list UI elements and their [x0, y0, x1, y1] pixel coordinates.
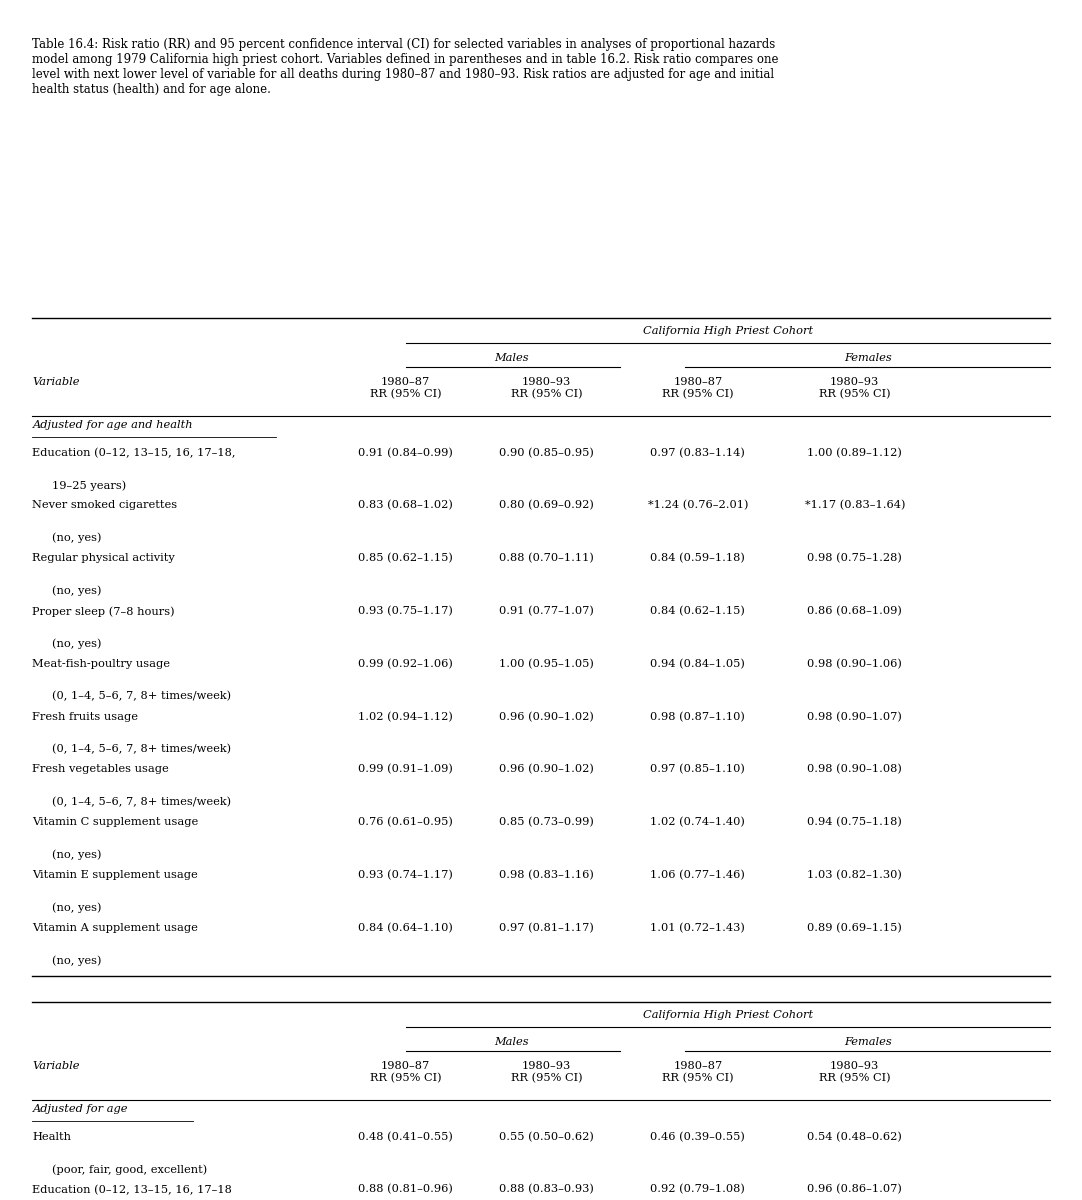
- Text: California High Priest Cohort: California High Priest Cohort: [643, 1010, 813, 1020]
- Text: Adjusted for age and health: Adjusted for age and health: [32, 420, 193, 430]
- Text: 1.02 (0.74–1.40): 1.02 (0.74–1.40): [650, 817, 745, 828]
- Text: 1.02 (0.94–1.12): 1.02 (0.94–1.12): [358, 712, 453, 722]
- Text: 0.98 (0.83–1.16): 0.98 (0.83–1.16): [499, 870, 594, 881]
- Text: 0.92 (0.79–1.08): 0.92 (0.79–1.08): [650, 1184, 745, 1195]
- Text: Health: Health: [32, 1132, 71, 1141]
- Text: Variable: Variable: [32, 377, 80, 386]
- Text: 1.06 (0.77–1.46): 1.06 (0.77–1.46): [650, 870, 745, 881]
- Text: 0.96 (0.86–1.07): 0.96 (0.86–1.07): [807, 1184, 902, 1195]
- Text: Fresh fruits usage: Fresh fruits usage: [32, 712, 138, 721]
- Text: (no, yes): (no, yes): [52, 850, 102, 860]
- Text: Education (0–12, 13–15, 16, 17–18: Education (0–12, 13–15, 16, 17–18: [32, 1184, 233, 1195]
- Text: Proper sleep (7–8 hours): Proper sleep (7–8 hours): [32, 606, 175, 617]
- Text: 0.88 (0.70–1.11): 0.88 (0.70–1.11): [499, 553, 594, 564]
- Text: 0.86 (0.68–1.09): 0.86 (0.68–1.09): [807, 606, 902, 617]
- Text: 1980–93
RR (95% CI): 1980–93 RR (95% CI): [511, 1061, 582, 1082]
- Text: 0.83 (0.68–1.02): 0.83 (0.68–1.02): [358, 500, 453, 511]
- Text: 1980–93
RR (95% CI): 1980–93 RR (95% CI): [819, 1061, 890, 1082]
- Text: 0.97 (0.83–1.14): 0.97 (0.83–1.14): [650, 448, 745, 458]
- Text: 0.91 (0.77–1.07): 0.91 (0.77–1.07): [499, 606, 594, 617]
- Text: 0.93 (0.75–1.17): 0.93 (0.75–1.17): [358, 606, 453, 617]
- Text: Females: Females: [844, 1037, 893, 1046]
- Text: 1.03 (0.82–1.30): 1.03 (0.82–1.30): [807, 870, 902, 881]
- Text: 0.84 (0.64–1.10): 0.84 (0.64–1.10): [358, 923, 453, 934]
- Text: 1980–93
RR (95% CI): 1980–93 RR (95% CI): [819, 377, 890, 398]
- Text: 0.84 (0.59–1.18): 0.84 (0.59–1.18): [650, 553, 745, 564]
- Text: 0.76 (0.61–0.95): 0.76 (0.61–0.95): [358, 817, 453, 828]
- Text: (no, yes): (no, yes): [52, 902, 102, 913]
- Text: 0.93 (0.74–1.17): 0.93 (0.74–1.17): [358, 870, 453, 881]
- Text: 0.98 (0.90–1.07): 0.98 (0.90–1.07): [807, 712, 902, 722]
- Text: 1.00 (0.95–1.05): 1.00 (0.95–1.05): [499, 659, 594, 670]
- Text: 19–25 years): 19–25 years): [52, 480, 127, 491]
- Text: Meat-fish-poultry usage: Meat-fish-poultry usage: [32, 659, 171, 668]
- Text: 1980–87
RR (95% CI): 1980–87 RR (95% CI): [370, 377, 441, 398]
- Text: (no, yes): (no, yes): [52, 533, 102, 544]
- Text: 0.94 (0.75–1.18): 0.94 (0.75–1.18): [807, 817, 902, 828]
- Text: 0.80 (0.69–0.92): 0.80 (0.69–0.92): [499, 500, 594, 511]
- Text: 0.90 (0.85–0.95): 0.90 (0.85–0.95): [499, 448, 594, 458]
- Text: (0, 1–4, 5–6, 7, 8+ times/week): (0, 1–4, 5–6, 7, 8+ times/week): [52, 744, 232, 755]
- Text: Vitamin C supplement usage: Vitamin C supplement usage: [32, 817, 199, 827]
- Text: 0.55 (0.50–0.62): 0.55 (0.50–0.62): [499, 1132, 594, 1142]
- Text: 0.88 (0.81–0.96): 0.88 (0.81–0.96): [358, 1184, 453, 1195]
- Text: *1.24 (0.76–2.01): *1.24 (0.76–2.01): [648, 500, 748, 511]
- Text: Fresh vegetables usage: Fresh vegetables usage: [32, 764, 169, 774]
- Text: (no, yes): (no, yes): [52, 638, 102, 649]
- Text: (0, 1–4, 5–6, 7, 8+ times/week): (0, 1–4, 5–6, 7, 8+ times/week): [52, 691, 232, 702]
- Text: (poor, fair, good, excellent): (poor, fair, good, excellent): [52, 1164, 207, 1175]
- Text: 0.99 (0.91–1.09): 0.99 (0.91–1.09): [358, 764, 453, 775]
- Text: 0.84 (0.62–1.15): 0.84 (0.62–1.15): [650, 606, 745, 617]
- Text: 0.88 (0.83–0.93): 0.88 (0.83–0.93): [499, 1184, 594, 1195]
- Text: (no, yes): (no, yes): [52, 955, 102, 966]
- Text: 0.48 (0.41–0.55): 0.48 (0.41–0.55): [358, 1132, 453, 1142]
- Text: Vitamin A supplement usage: Vitamin A supplement usage: [32, 923, 198, 932]
- Text: Vitamin E supplement usage: Vitamin E supplement usage: [32, 870, 198, 880]
- Text: 1980–87
RR (95% CI): 1980–87 RR (95% CI): [662, 1061, 734, 1082]
- Text: 0.96 (0.90–1.02): 0.96 (0.90–1.02): [499, 764, 594, 775]
- Text: 0.98 (0.90–1.06): 0.98 (0.90–1.06): [807, 659, 902, 670]
- Text: 0.98 (0.75–1.28): 0.98 (0.75–1.28): [807, 553, 902, 564]
- Text: 0.85 (0.62–1.15): 0.85 (0.62–1.15): [358, 553, 453, 564]
- Text: Males: Males: [493, 353, 529, 362]
- Text: 1980–93
RR (95% CI): 1980–93 RR (95% CI): [511, 377, 582, 398]
- Text: Education (0–12, 13–15, 16, 17–18,: Education (0–12, 13–15, 16, 17–18,: [32, 448, 236, 458]
- Text: 0.91 (0.84–0.99): 0.91 (0.84–0.99): [358, 448, 453, 458]
- Text: California High Priest Cohort: California High Priest Cohort: [643, 326, 813, 336]
- Text: Table 16.4: Risk ratio (RR) and 95 percent confidence interval (CI) for selected: Table 16.4: Risk ratio (RR) and 95 perce…: [32, 38, 779, 96]
- Text: 0.46 (0.39–0.55): 0.46 (0.39–0.55): [650, 1132, 745, 1142]
- Text: Adjusted for age: Adjusted for age: [32, 1104, 128, 1114]
- Text: Variable: Variable: [32, 1061, 80, 1070]
- Text: 0.54 (0.48–0.62): 0.54 (0.48–0.62): [807, 1132, 902, 1142]
- Text: 0.89 (0.69–1.15): 0.89 (0.69–1.15): [807, 923, 902, 934]
- Text: 0.98 (0.87–1.10): 0.98 (0.87–1.10): [650, 712, 745, 722]
- Text: 0.94 (0.84–1.05): 0.94 (0.84–1.05): [650, 659, 745, 670]
- Text: Males: Males: [493, 1037, 529, 1046]
- Text: *1.17 (0.83–1.64): *1.17 (0.83–1.64): [805, 500, 905, 511]
- Text: 0.97 (0.85–1.10): 0.97 (0.85–1.10): [650, 764, 745, 775]
- Text: (0, 1–4, 5–6, 7, 8+ times/week): (0, 1–4, 5–6, 7, 8+ times/week): [52, 797, 232, 808]
- Text: 1.01 (0.72–1.43): 1.01 (0.72–1.43): [650, 923, 745, 934]
- Text: Regular physical activity: Regular physical activity: [32, 553, 175, 563]
- Text: Never smoked cigarettes: Never smoked cigarettes: [32, 500, 177, 510]
- Text: 0.98 (0.90–1.08): 0.98 (0.90–1.08): [807, 764, 902, 775]
- Text: (no, yes): (no, yes): [52, 586, 102, 596]
- Text: 0.99 (0.92–1.06): 0.99 (0.92–1.06): [358, 659, 453, 670]
- Text: 1980–87
RR (95% CI): 1980–87 RR (95% CI): [370, 1061, 441, 1082]
- Text: 1.00 (0.89–1.12): 1.00 (0.89–1.12): [807, 448, 902, 458]
- Text: 0.97 (0.81–1.17): 0.97 (0.81–1.17): [499, 923, 594, 934]
- Text: 0.85 (0.73–0.99): 0.85 (0.73–0.99): [499, 817, 594, 828]
- Text: 0.96 (0.90–1.02): 0.96 (0.90–1.02): [499, 712, 594, 722]
- Text: Females: Females: [844, 353, 893, 362]
- Text: 1980–87
RR (95% CI): 1980–87 RR (95% CI): [662, 377, 734, 398]
